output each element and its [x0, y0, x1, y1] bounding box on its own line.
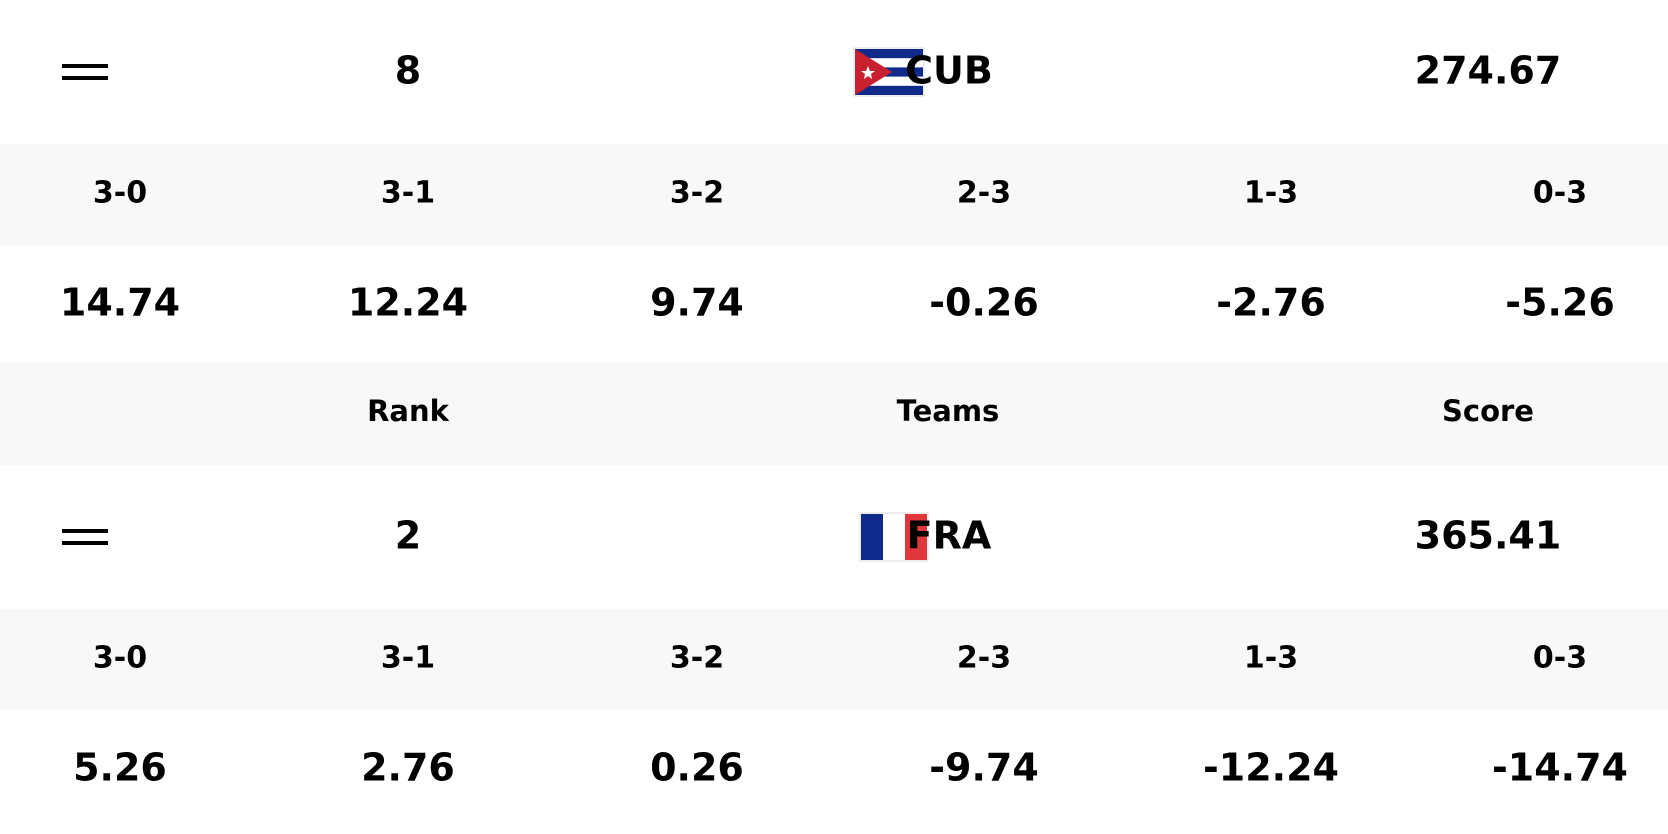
label-row-bg [0, 144, 1668, 245]
header-teams: Teams [897, 394, 1000, 428]
result-label: 0-3 [1533, 641, 1587, 676]
result-label: 2-3 [957, 176, 1011, 211]
result-label: 3-0 [93, 176, 147, 211]
rank: 2 [395, 514, 421, 558]
header-score: Score [1442, 394, 1534, 428]
result-delta: 2.76 [361, 746, 455, 790]
result-delta: -9.74 [929, 746, 1039, 790]
result-label: 3-1 [381, 176, 435, 211]
flag-cuba [853, 47, 925, 97]
result-delta: -2.76 [1216, 281, 1326, 325]
result-delta: 0.26 [650, 746, 744, 790]
result-delta: -0.26 [929, 281, 1039, 325]
header-rank: Rank [367, 394, 450, 428]
score: 274.67 [1415, 49, 1562, 93]
rank: 8 [395, 49, 421, 93]
result-label: 1-3 [1244, 176, 1298, 211]
result-delta: 9.74 [650, 281, 744, 325]
result-delta: -14.74 [1492, 746, 1628, 790]
result-label: 2-3 [957, 641, 1011, 676]
header-row-bg [0, 362, 1668, 465]
result-label: 3-1 [381, 641, 435, 676]
team-code: CUB [905, 49, 993, 93]
result-label: 0-3 [1533, 176, 1587, 211]
flag-france [859, 512, 929, 562]
result-delta: -12.24 [1203, 746, 1339, 790]
result-delta: -5.26 [1505, 281, 1615, 325]
label-row-bg [0, 609, 1668, 710]
score: 365.41 [1415, 514, 1562, 558]
result-label: 1-3 [1244, 641, 1298, 676]
result-label: 3-2 [670, 176, 724, 211]
result-delta: 14.74 [60, 281, 180, 325]
team-code: FRA [907, 514, 992, 558]
result-label: 3-2 [670, 641, 724, 676]
result-label: 3-0 [93, 641, 147, 676]
result-delta: 12.24 [348, 281, 468, 325]
result-delta: 5.26 [73, 746, 167, 790]
